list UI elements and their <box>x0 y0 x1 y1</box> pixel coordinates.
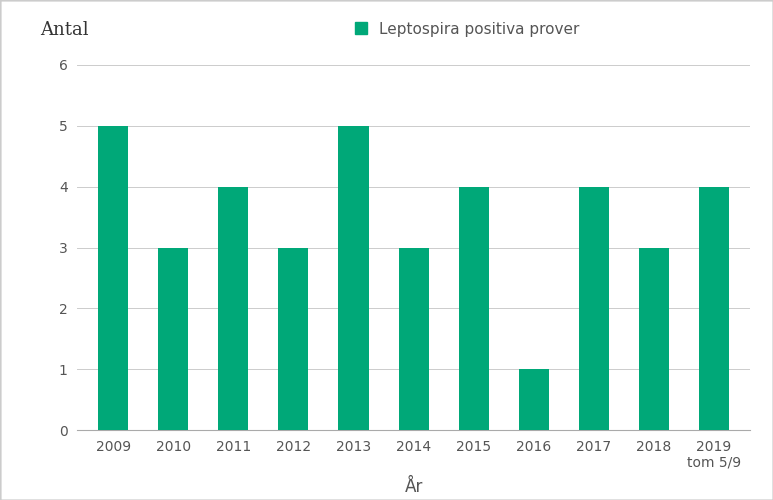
Text: Antal: Antal <box>40 21 89 39</box>
Bar <box>519 369 549 430</box>
X-axis label: År: År <box>404 478 423 496</box>
Bar <box>458 186 489 430</box>
Bar <box>98 126 128 430</box>
Legend: Leptospira positiva prover: Leptospira positiva prover <box>355 22 580 36</box>
Bar <box>339 126 369 430</box>
Bar <box>579 186 608 430</box>
Bar <box>699 186 729 430</box>
Bar <box>399 248 428 430</box>
Bar <box>158 248 189 430</box>
Bar <box>278 248 308 430</box>
Bar <box>638 248 669 430</box>
Bar <box>219 186 248 430</box>
